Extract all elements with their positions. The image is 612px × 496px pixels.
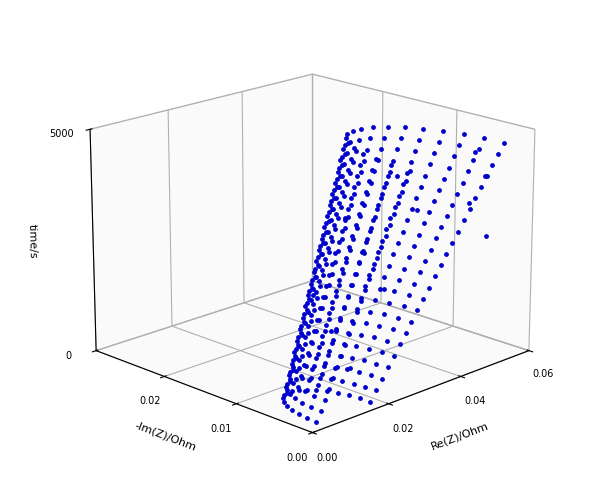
Y-axis label: -Im(Z)/Ohm: -Im(Z)/Ohm <box>133 420 197 452</box>
X-axis label: Re(Z)/Ohm: Re(Z)/Ohm <box>430 420 490 451</box>
